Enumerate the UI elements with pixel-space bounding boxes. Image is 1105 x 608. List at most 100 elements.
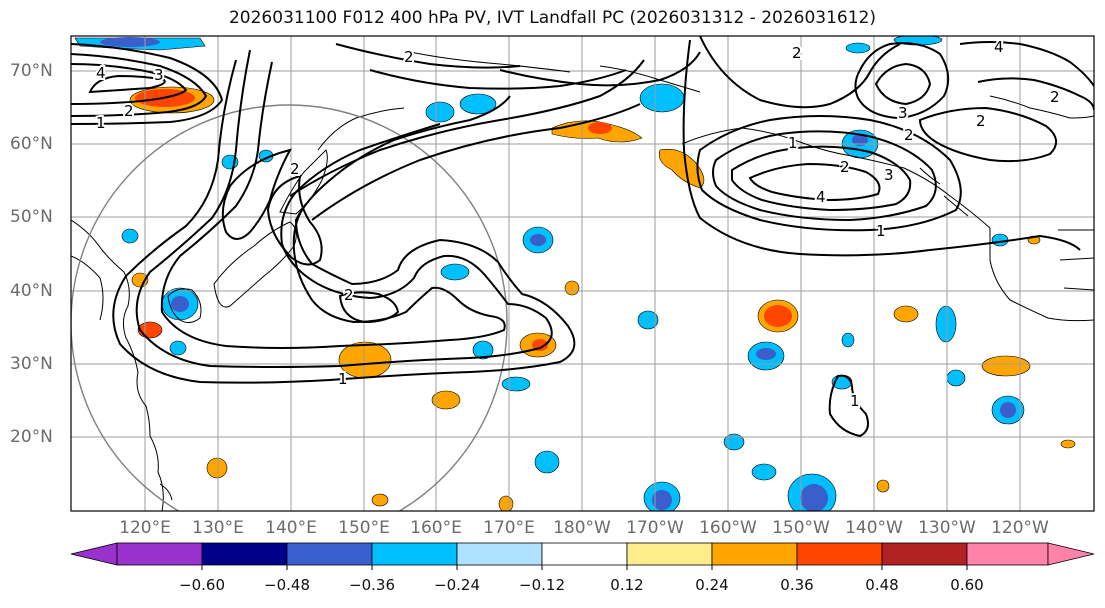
colorbar-bin [796,542,883,566]
map-border [70,35,1095,512]
contour-label: 4 [994,38,1004,56]
pv-anomaly-shading [74,36,1076,511]
lon-label-160e: 160°E [410,518,462,538]
pv-negative-patch [751,463,777,481]
pv-negative-patch [459,93,497,115]
pv-negative-patch [169,340,187,356]
colorbar-bin [116,542,203,566]
pv-positive-patch [371,493,389,507]
pv-positive-band [658,148,705,189]
colorbar-label: 0.48 [865,576,899,594]
coastlines [71,51,1094,511]
colorbar-bin [201,542,288,566]
pv-negative-patch [935,305,957,343]
colorbar-extend-min [70,542,118,566]
lon-label-130e: 130°E [192,518,244,538]
pv-negative-patch [171,296,189,312]
pv-positive-patch [206,457,228,479]
pv-positive-patch [431,390,461,410]
contour-label: 2 [344,286,354,304]
colorbar-label: 0.60 [950,576,984,594]
lon-label-140w: 140°W [845,518,903,538]
ivt-contours [71,36,1094,438]
pv-positive-patch [1060,439,1076,449]
contour-label: 2 [124,102,134,120]
lon-label-160w: 160°W [699,518,757,538]
contour-label: 4 [816,188,826,206]
colorbar-bin [286,542,373,566]
lon-label-150w: 150°W [772,518,830,538]
lon-label-180w: 180°W [553,518,611,538]
contour-label: 2 [792,44,802,62]
contour-label: 2 [976,112,986,130]
pv-negative-patch [121,228,139,244]
pv-negative-patch [852,134,868,146]
contour-label: 2 [1050,88,1060,106]
colorbar-bin [966,542,1049,566]
pv-negative-patch [501,376,531,392]
landfall-radius-circle [71,104,508,511]
contour-labels: 1 2 3 4 2 1 2 2 2 1 2 3 4 2 3 4 1 2 2 1 [94,36,1062,412]
lat-label-70n: 70°N [10,61,53,81]
pv-positive-patch [876,479,890,493]
contour-label: 4 [96,64,106,82]
contour-label: 1 [850,392,860,410]
pv-positive-core [764,305,792,327]
colorbar-bin [371,542,458,566]
colorbar-bin [626,542,713,566]
lat-label-40n: 40°N [10,281,53,301]
colorbar-label: 0.36 [780,576,814,594]
pv-negative-patch [845,42,871,54]
lon-label-170e: 170°E [483,518,535,538]
contour-label: 1 [788,134,798,152]
lat-label-60n: 60°N [10,134,53,154]
pv-negative-patch [723,433,745,451]
pv-negative-patch [652,490,672,510]
colorbar-label: −0.48 [264,576,310,594]
pv-negative-patch [841,332,855,348]
pv-negative-patch [756,348,776,360]
pv-negative-patch [425,101,455,123]
pv-positive-patch [564,280,580,296]
pv-negative-patch [530,234,546,246]
contour-label: 3 [154,66,164,84]
contour-label: 3 [898,104,908,122]
colorbar-label: −0.12 [519,576,565,594]
pv-negative-patch [1000,402,1016,418]
lat-label-50n: 50°N [10,207,53,227]
lat-label-20n: 20°N [10,427,53,447]
pv-negative-patch [639,83,685,113]
pv-negative-patch [637,310,659,330]
pv-positive-patch [588,122,612,134]
map-title: 2026031100 F012 400 hPa PV, IVT Landfall… [228,8,876,28]
colorbar-label: 0.12 [610,576,644,594]
pv-negative-patch [534,450,560,474]
colorbar-extend-max [1047,542,1095,566]
colorbar-bin [711,542,798,566]
colorbar-bin [881,542,968,566]
lat-label-30n: 30°N [10,354,53,374]
pv-negative-patch [440,263,470,281]
colorbar-ticks [201,565,968,570]
contour-label: 1 [96,114,106,132]
colorbar-bin [541,542,628,566]
contour-label: 1 [876,222,886,240]
pv-negative-patch [472,340,494,360]
colorbar-label: 0.24 [695,576,729,594]
pv-negative-patch [100,37,160,47]
colorbar [70,542,1095,570]
colorbar-bin [456,542,543,566]
colorbar-label: −0.60 [179,576,225,594]
lon-label-120w: 120°W [991,518,1049,538]
pv-negative-patch [991,233,1009,247]
pv-positive-patch [498,495,514,511]
lon-label-150e: 150°E [338,518,390,538]
colorbar-label: −0.36 [349,576,395,594]
lon-label-170w: 170°W [626,518,684,538]
lon-label-140e: 140°E [265,518,317,538]
pv-positive-patch [137,321,163,339]
lon-label-120e: 120°E [119,518,171,538]
lon-label-130w: 130°W [918,518,976,538]
pv-negative-patch [800,484,828,511]
contour-label: 2 [290,160,300,178]
